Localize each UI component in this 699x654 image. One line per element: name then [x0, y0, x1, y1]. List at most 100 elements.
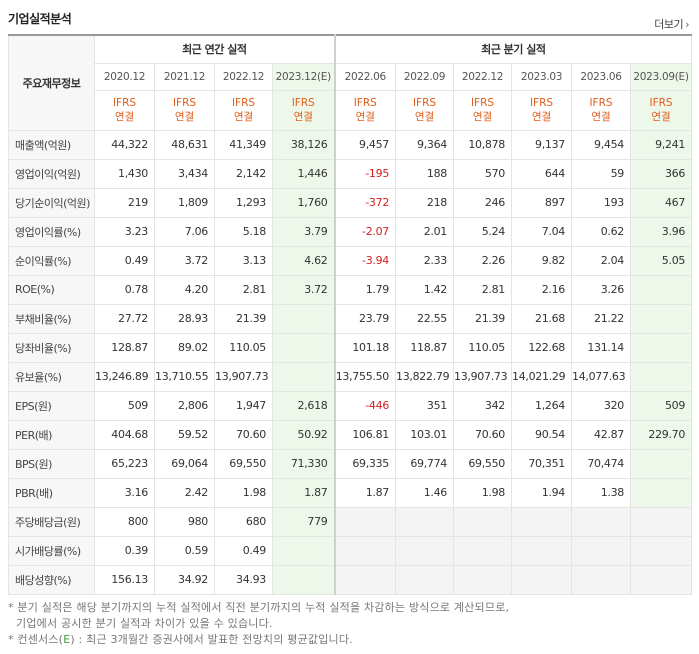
basis-ifrs: IFRS [353, 97, 377, 109]
row-label[interactable]: ROE(%) [8, 274, 95, 305]
table-cell: 9.82 [511, 245, 573, 276]
table-cell: 14,077.63 [571, 361, 632, 392]
row-label[interactable]: 순이익률(%) [8, 245, 95, 276]
row-label[interactable]: BPS(원) [8, 448, 95, 479]
table-cell: 9,457 [333, 129, 397, 160]
table-cell: 0.59 [154, 535, 215, 566]
basis-consolidated: 연결 [591, 111, 611, 123]
row-label[interactable]: 주당배당금(원) [8, 506, 95, 537]
table-cell: 101.18 [333, 332, 397, 363]
table-row: 부채비율(%) 27.72 28.93 21.39 23.79 22.55 21.39 21.… [8, 303, 693, 334]
basis-ifrs: IFRS [412, 97, 437, 109]
table-cell: 1,947 [214, 390, 273, 421]
row-label[interactable]: 당좌비율(%) [8, 332, 95, 363]
estimate-mark: E [63, 633, 71, 646]
table-cell: 218 [395, 187, 455, 218]
table-cell: 106.81 [333, 419, 397, 450]
table-cell: 1.98 [214, 477, 273, 508]
table-cell: 21.22 [571, 303, 632, 334]
basis-consolidated: 연결 [293, 111, 313, 123]
table-cell: 27.72 [94, 303, 155, 334]
table-cell [333, 564, 397, 595]
table-cell: 1,760 [271, 187, 336, 218]
row-label[interactable]: 부채비율(%) [8, 303, 95, 334]
table-cell: 404.68 [94, 419, 155, 450]
table-cell [511, 506, 573, 537]
table-cell: 5.24 [453, 216, 513, 247]
table-cell [630, 477, 693, 508]
table-cell: -446 [333, 390, 397, 421]
table-cell: 71,330 [271, 448, 336, 479]
table-cell: 2.16 [511, 274, 573, 305]
basis-header: IFRS 연결 [271, 89, 336, 131]
table-cell: 366 [630, 158, 693, 189]
table-cell: 9,241 [630, 129, 693, 160]
row-label[interactable]: 매출액(억원) [8, 129, 95, 160]
table-cell: 59.52 [154, 419, 215, 450]
footnotes: * 분기 실적은 해당 분기까지의 누적 실적에서 직전 분기까지의 누적 실적… [8, 600, 691, 648]
table-cell: 1.46 [395, 477, 455, 508]
table-cell: 13,246.89 [94, 361, 155, 392]
table-cell [453, 506, 513, 537]
table-row: ROE(%) 0.78 4.20 2.81 3.72 1.79 1.42 2.81 2.16 3.… [8, 274, 693, 305]
table-cell: 131.14 [571, 332, 632, 363]
table-cell: 69,335 [333, 448, 397, 479]
table-cell: -372 [333, 187, 397, 218]
table-cell: 1.87 [271, 477, 336, 508]
table-cell: 2.26 [453, 245, 513, 276]
table-cell: 897 [511, 187, 573, 218]
table-cell [395, 564, 455, 595]
table-cell: 4.20 [154, 274, 215, 305]
table-cell: 22.55 [395, 303, 455, 334]
table-cell: 1.87 [333, 477, 397, 508]
table-cell: 3.79 [271, 216, 336, 247]
table-cell: 229.70 [630, 419, 693, 450]
table-cell [511, 564, 573, 595]
row-label[interactable]: 유보율(%) [8, 361, 95, 392]
row-label[interactable]: 영업이익률(%) [8, 216, 95, 247]
table-cell: 156.13 [94, 564, 155, 595]
basis-header: IFRS 연결 [214, 89, 273, 131]
row-label[interactable]: PER(배) [8, 419, 95, 450]
table-cell: 644 [511, 158, 573, 189]
row-label[interactable]: 시가배당률(%) [8, 535, 95, 566]
basis-ifrs: IFRS [589, 97, 613, 109]
table-cell: 69,550 [453, 448, 513, 479]
table-cell: 14,021.29 [511, 361, 573, 392]
row-label[interactable]: 배당성향(%) [8, 564, 95, 595]
table-cell: 779 [271, 506, 336, 537]
table-cell: 13,907.73 [453, 361, 513, 392]
table-cell: 70,351 [511, 448, 573, 479]
row-label[interactable]: 당기순이익(억원) [8, 187, 95, 218]
row-label[interactable]: PBR(배) [8, 477, 95, 508]
table-cell [571, 506, 632, 537]
table-cell: 69,064 [154, 448, 215, 479]
table-cell: 9,454 [571, 129, 632, 160]
table-cell [453, 535, 513, 566]
table-cell: 4.62 [271, 245, 336, 276]
table-cell: 21.68 [511, 303, 573, 334]
table-cell: 5.18 [214, 216, 273, 247]
table-cell [271, 332, 336, 363]
table-cell: 2.04 [571, 245, 632, 276]
row-label[interactable]: 영업이익(억원) [8, 158, 95, 189]
table-cell [571, 564, 632, 595]
table-row: 순이익률(%) 0.49 3.72 3.13 4.62 -3.94 2.33 2.26 9.82… [8, 245, 693, 276]
table-cell: 1.98 [453, 477, 513, 508]
basis-header: IFRS 연결 [333, 89, 397, 131]
basis-ifrs: IFRS [529, 97, 554, 109]
more-link[interactable]: 더보기 › [654, 16, 689, 32]
more-label: 더보기 [654, 18, 684, 31]
table-row: 주당배당금(원) 800 980 680 779 [8, 506, 693, 537]
basis-consolidated: 연결 [355, 111, 375, 123]
row-label[interactable]: EPS(원) [8, 390, 95, 421]
table-cell [571, 535, 632, 566]
table-cell: 89.02 [154, 332, 215, 363]
table-row: 유보율(%) 13,246.89 13,710.55 13,907.73 13,755.… [8, 361, 693, 392]
table-cell: 34.93 [214, 564, 273, 595]
table-cell: 1.79 [333, 274, 397, 305]
table-row: PER(배) 404.68 59.52 70.60 50.92 106.81 103.01 7… [8, 419, 693, 450]
table-cell: 1.42 [395, 274, 455, 305]
table-cell: 65,223 [94, 448, 155, 479]
table-cell: 118.87 [395, 332, 455, 363]
